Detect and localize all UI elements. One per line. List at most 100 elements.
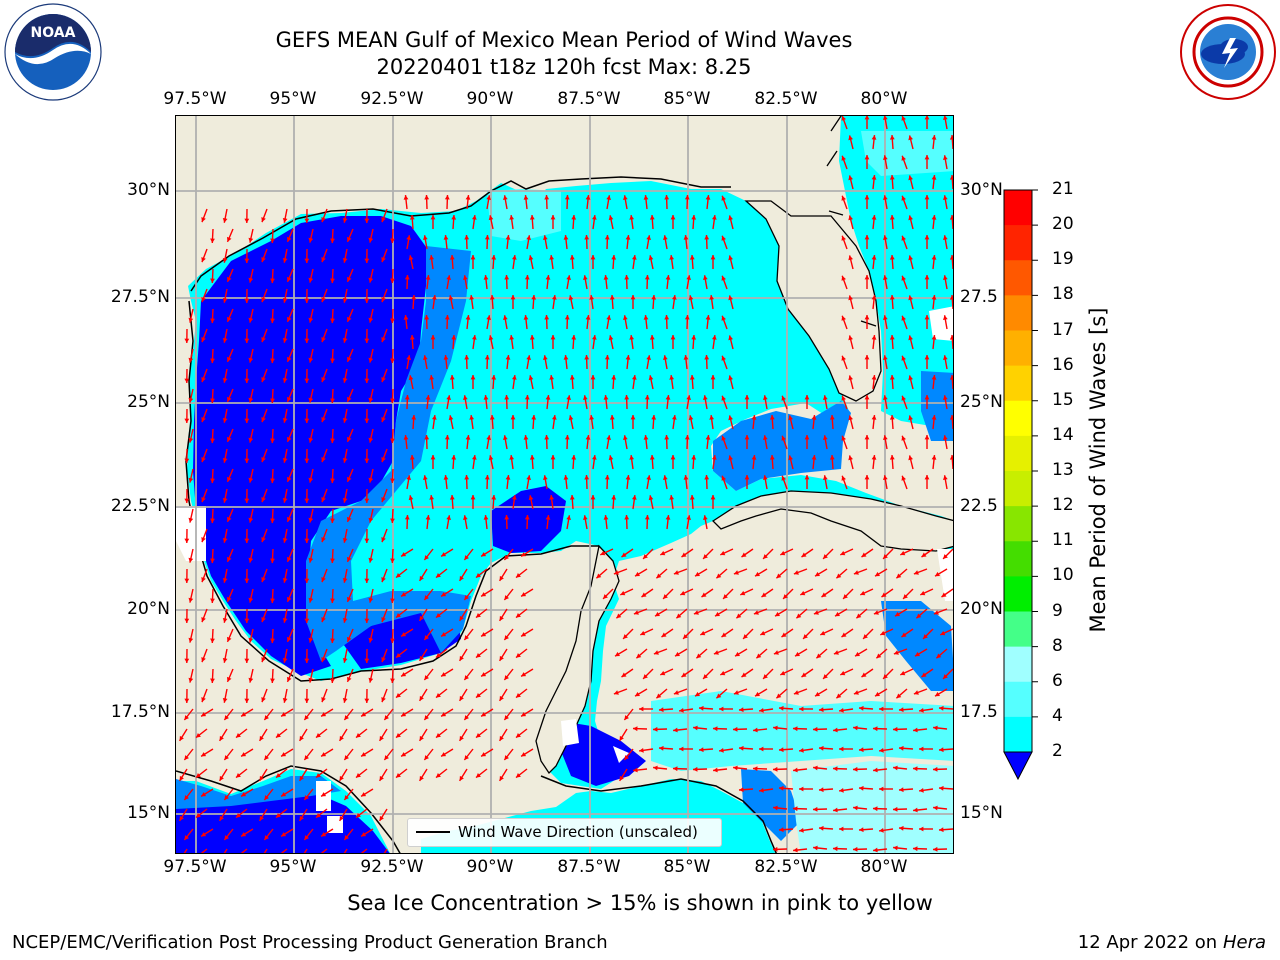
wave-direction-arrowhead [549, 495, 554, 500]
wave-direction-arrowhead [224, 835, 229, 840]
wave-direction-arrowhead [281, 752, 287, 757]
wave-direction-arrowhead [424, 675, 429, 680]
wave-direction-arrowhead [347, 556, 352, 562]
wave-direction-arrowhead [342, 658, 348, 663]
wave-direction-arrowhead [695, 571, 700, 577]
wave-direction-arrowhead [401, 592, 407, 597]
wave-direction-arrowhead [483, 395, 489, 400]
wave-direction-arrowhead [873, 806, 878, 812]
wave-direction-arrowhead [396, 573, 401, 578]
wave-direction-arrowhead [799, 748, 804, 753]
wave-direction-arrowhead [901, 395, 906, 401]
wave-direction-arrowhead [368, 597, 374, 603]
wave-direction-arrowhead [901, 315, 906, 321]
wave-direction-arrowhead [721, 275, 726, 281]
wave-direction-arrowhead [879, 828, 884, 833]
wave-direction-arrowhead [364, 258, 370, 263]
wave-direction-arrowhead [864, 435, 870, 440]
wave-direction-arrowhead [261, 337, 266, 343]
wave-direction-arrowhead [381, 457, 386, 463]
wave-direction-arrowhead [739, 707, 744, 713]
wave-direction-arrowhead [563, 475, 569, 480]
wave-direction-arrowhead [321, 217, 326, 223]
wave-direction-arrowhead [464, 755, 469, 760]
wave-direction-arrowhead [633, 610, 639, 615]
wave-direction-arrowhead [753, 727, 758, 733]
wave-direction-arrowhead [308, 317, 314, 323]
colorbar-tick-label: 6 [1052, 670, 1063, 691]
colorbar-tick-label: 20 [1052, 214, 1074, 235]
wave-direction-arrowhead [408, 255, 414, 261]
wave-direction-arrowhead [282, 258, 288, 263]
wave-direction-arrowhead [939, 705, 944, 711]
wave-direction-arrowhead [381, 657, 386, 663]
wave-direction-arrowhead [261, 537, 266, 543]
wave-direction-arrowhead [227, 516, 232, 522]
wave-direction-arrowhead [776, 693, 782, 699]
wave-direction-arrowhead [261, 297, 266, 303]
wave-direction-arrowhead [321, 417, 326, 423]
colorbar-tick-label: 4 [1052, 705, 1063, 726]
wave-direction-arrowhead [368, 357, 374, 363]
wave-direction-arrowhead [939, 827, 944, 833]
wave-direction-arrowhead [855, 651, 860, 657]
wave-direction-arrowhead [396, 613, 401, 618]
wave-direction-arrowhead [248, 277, 254, 283]
wave-direction-arrowhead [861, 552, 867, 557]
wave-direction-arrowhead [841, 355, 846, 361]
wave-direction-arrowhead [705, 315, 711, 320]
wave-direction-arrowhead [721, 315, 726, 321]
wave-direction-arrowhead [901, 435, 906, 441]
wave-direction-arrowhead [864, 116, 870, 120]
wave-direction-arrowhead [841, 395, 846, 401]
colorbar-segment [1004, 716, 1032, 753]
wave-direction-arrowhead [550, 335, 556, 340]
wave-direction-arrowhead [276, 813, 281, 818]
wave-direction-arrowhead [227, 356, 232, 362]
wave-direction-arrowhead [696, 653, 702, 659]
wave-direction-arrow [303, 848, 308, 853]
wave-direction-arrowhead [931, 215, 937, 220]
wave-direction-arrowhead [543, 235, 548, 240]
wave-direction-arrowhead [679, 746, 684, 752]
wave-direction-arrowhead [404, 275, 410, 280]
wave-direction-arrowhead [521, 672, 527, 677]
wave-direction-arrowhead [512, 255, 517, 260]
wave-direction-arrowhead [899, 825, 904, 831]
wave-direction-arrowhead [282, 538, 288, 543]
wave-direction-arrowhead [751, 415, 757, 420]
wave-direction-arrowhead [236, 813, 241, 818]
wave-direction-arrowhead [184, 578, 190, 583]
wave-direction-arrowhead [943, 475, 948, 480]
wave-direction-arrowhead [763, 475, 768, 480]
wave-direction-arrowhead [879, 748, 884, 753]
wave-direction-arrowhead [841, 235, 846, 241]
wave-direction-arrowhead [643, 435, 649, 440]
wave-direction-arrowhead [287, 236, 292, 242]
wave-direction-arrowhead [449, 495, 455, 500]
wave-direction-arrowhead [801, 552, 807, 557]
wave-direction-arrowhead [282, 458, 288, 463]
wave-direction-arrowhead [723, 594, 728, 599]
wave-direction-arrowhead [704, 355, 710, 360]
wave-direction-arrowhead [222, 218, 228, 223]
wave-direction-arrowhead [835, 611, 840, 617]
wave-direction-arrowhead [429, 255, 434, 260]
wave-direction-arrowhead [646, 235, 651, 240]
lat-label-right: 17.5 [960, 702, 998, 722]
wave-direction-arrowhead [841, 632, 847, 637]
wave-direction-arrowhead [248, 677, 254, 683]
lat-label-left: 30°N [127, 180, 170, 200]
wave-direction-arrowhead [848, 175, 853, 181]
wave-direction-arrowhead [244, 338, 250, 343]
wave-direction-arrowhead [815, 571, 820, 577]
wave-direction-arrowhead [584, 235, 590, 240]
wave-direction-arrowhead [364, 578, 370, 583]
wave-direction-arrowhead [381, 257, 386, 263]
wave-direction-arrowhead [210, 558, 215, 563]
wave-direction-arrowhead [780, 670, 786, 676]
wave-direction-arrowhead [308, 277, 314, 283]
wave-direction-arrowhead [864, 355, 870, 360]
wave-direction-arrowhead [287, 476, 292, 482]
colorbar-segment [1004, 541, 1032, 577]
